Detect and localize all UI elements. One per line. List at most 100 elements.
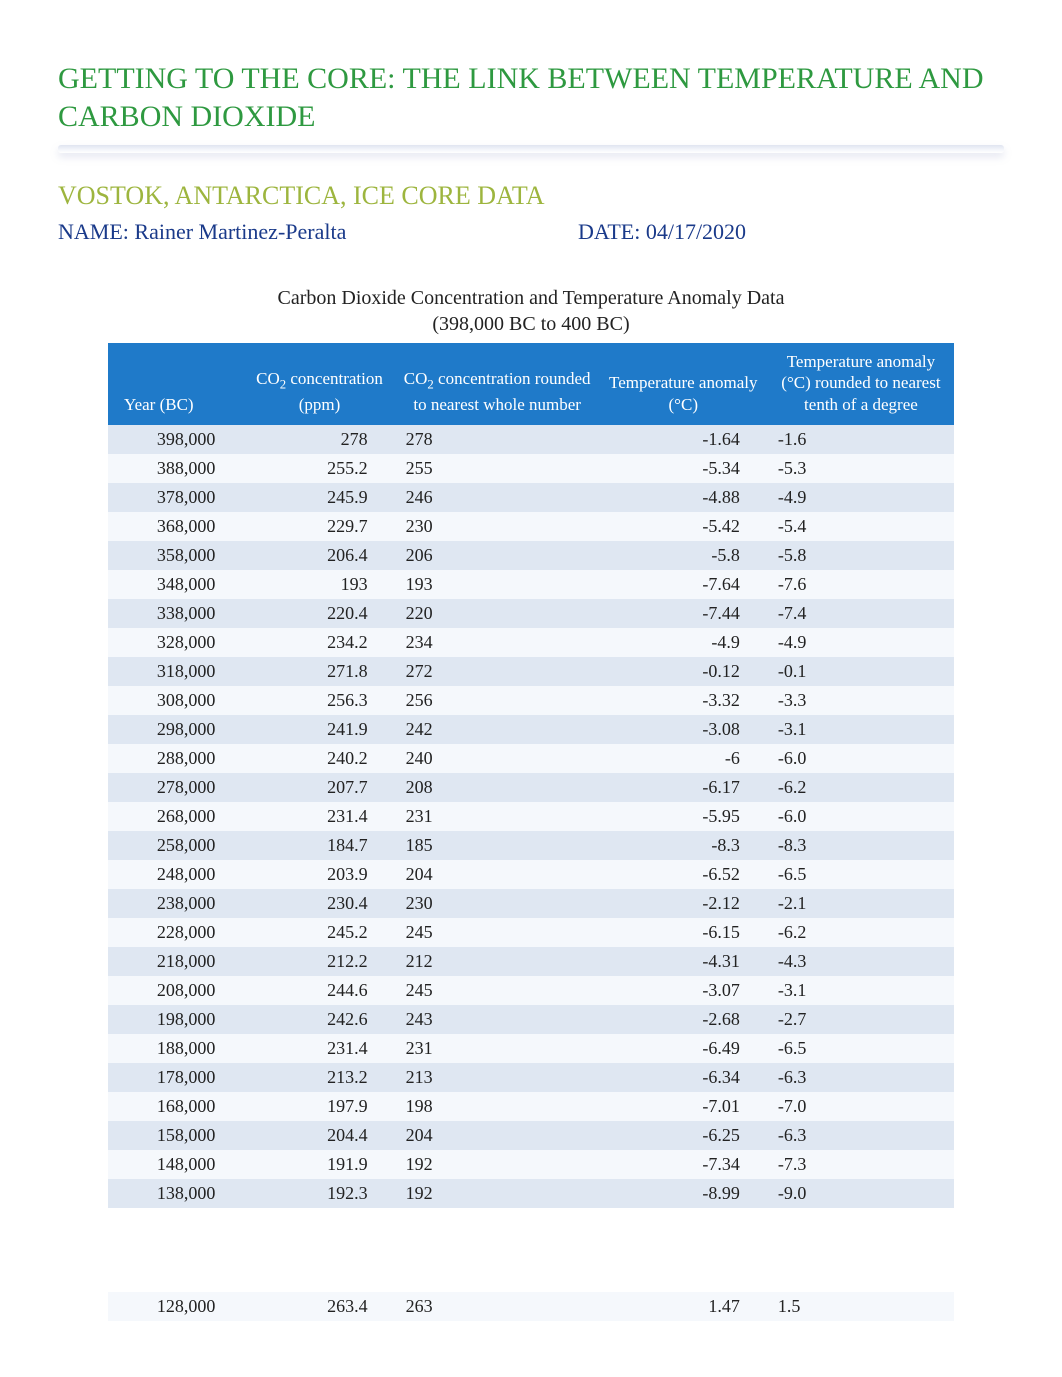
cell-year: 308,000 <box>108 686 243 715</box>
table-body: 398,000278278-1.64-1.6388,000255.2255-5.… <box>108 425 954 1321</box>
col-co2-post: concentration (ppm) <box>286 369 383 413</box>
cell-year: 368,000 <box>108 512 243 541</box>
cell-tempr: -3.3 <box>768 686 954 715</box>
cell-co2: 220.4 <box>243 599 395 628</box>
cell-temp: -5.95 <box>599 802 768 831</box>
main-title: GETTING TO THE CORE: THE LINK BETWEEN TE… <box>58 60 1004 135</box>
gap-cell <box>599 1208 768 1250</box>
table-row: 218,000212.2212-4.31-4.3 <box>108 947 954 976</box>
cell-temp: -2.68 <box>599 1005 768 1034</box>
cell-year: 388,000 <box>108 454 243 483</box>
cell-co2r: 204 <box>396 1121 599 1150</box>
cell-co2r: 193 <box>396 570 599 599</box>
cell-co2r: 231 <box>396 1034 599 1063</box>
cell-tempr: -6.3 <box>768 1063 954 1092</box>
cell-year: 348,000 <box>108 570 243 599</box>
cell-temp: -2.12 <box>599 889 768 918</box>
cell-temp: -6.25 <box>599 1121 768 1150</box>
cell-co2r: 242 <box>396 715 599 744</box>
col-temp-rounded: Temperature anomaly (°C) rounded to near… <box>768 343 954 425</box>
cell-co2r: 255 <box>396 454 599 483</box>
cell-co2r: 185 <box>396 831 599 860</box>
cell-tempr: -6.2 <box>768 773 954 802</box>
table-row: 228,000245.2245-6.15-6.2 <box>108 918 954 947</box>
cell-co2r: 192 <box>396 1150 599 1179</box>
cell-co2: 230.4 <box>243 889 395 918</box>
data-table: Year (BC) CO2 concentration (ppm) CO2 co… <box>108 343 954 1321</box>
cell-co2r: 192 <box>396 1179 599 1208</box>
meta-row: NAME: Rainer Martinez-Peralta DATE: 04/1… <box>58 219 1004 245</box>
cell-temp: -3.32 <box>599 686 768 715</box>
cell-co2r: 208 <box>396 773 599 802</box>
cell-co2r: 230 <box>396 889 599 918</box>
gap-cell <box>243 1208 395 1250</box>
date-field: DATE: 04/17/2020 <box>578 219 746 245</box>
cell-year: 328,000 <box>108 628 243 657</box>
table-row: 248,000203.9204-6.52-6.5 <box>108 860 954 889</box>
cell-year: 258,000 <box>108 831 243 860</box>
table-title-line2: (398,000 BC to 400 BC) <box>432 313 629 335</box>
cell-year: 398,000 <box>108 425 243 454</box>
cell-tempr: -7.6 <box>768 570 954 599</box>
gap-cell <box>768 1208 954 1250</box>
cell-tempr: -5.8 <box>768 541 954 570</box>
cell-co2: 184.7 <box>243 831 395 860</box>
cell-co2: 191.9 <box>243 1150 395 1179</box>
cell-co2: 234.2 <box>243 628 395 657</box>
cell-tempr: -7.0 <box>768 1092 954 1121</box>
table-gap-row <box>108 1250 954 1292</box>
table-row: 378,000245.9246-4.88-4.9 <box>108 483 954 512</box>
data-table-wrap: Year (BC) CO2 concentration (ppm) CO2 co… <box>108 343 954 1321</box>
cell-temp: -6.15 <box>599 918 768 947</box>
cell-co2: 197.9 <box>243 1092 395 1121</box>
cell-temp: -0.12 <box>599 657 768 686</box>
cell-co2r: 272 <box>396 657 599 686</box>
cell-co2r: 245 <box>396 976 599 1005</box>
cell-tempr: -6.0 <box>768 744 954 773</box>
table-row: 278,000207.7208-6.17-6.2 <box>108 773 954 802</box>
cell-co2: 193 <box>243 570 395 599</box>
cell-co2r: 213 <box>396 1063 599 1092</box>
cell-temp: -6.52 <box>599 860 768 889</box>
table-row: 198,000242.6243-2.68-2.7 <box>108 1005 954 1034</box>
cell-year: 248,000 <box>108 860 243 889</box>
cell-co2: 255.2 <box>243 454 395 483</box>
cell-tempr: -3.1 <box>768 715 954 744</box>
cell-tempr: -5.3 <box>768 454 954 483</box>
table-header: Year (BC) CO2 concentration (ppm) CO2 co… <box>108 343 954 425</box>
cell-co2r: 246 <box>396 483 599 512</box>
cell-co2r: 231 <box>396 802 599 831</box>
cell-co2: 206.4 <box>243 541 395 570</box>
gap-cell <box>768 1250 954 1292</box>
cell-year: 288,000 <box>108 744 243 773</box>
gap-cell <box>599 1250 768 1292</box>
cell-tempr: -7.3 <box>768 1150 954 1179</box>
table-row: 178,000213.2213-6.34-6.3 <box>108 1063 954 1092</box>
cell-tempr: -9.0 <box>768 1179 954 1208</box>
table-row: 328,000234.2234-4.9-4.9 <box>108 628 954 657</box>
table-row: 348,000193193-7.64-7.6 <box>108 570 954 599</box>
col-year: Year (BC) <box>108 343 243 425</box>
cell-tempr: -0.1 <box>768 657 954 686</box>
cell-co2: 212.2 <box>243 947 395 976</box>
table-row: 298,000241.9242-3.08-3.1 <box>108 715 954 744</box>
cell-year: 168,000 <box>108 1092 243 1121</box>
cell-co2: 229.7 <box>243 512 395 541</box>
cell-co2r: 245 <box>396 918 599 947</box>
cell-year: 178,000 <box>108 1063 243 1092</box>
table-row: 148,000191.9192-7.34-7.3 <box>108 1150 954 1179</box>
cell-co2: 242.6 <box>243 1005 395 1034</box>
cell-co2: 213.2 <box>243 1063 395 1092</box>
col-co2-pre: CO <box>256 369 280 388</box>
cell-temp: -7.01 <box>599 1092 768 1121</box>
cell-co2r: 230 <box>396 512 599 541</box>
cell-temp: -3.07 <box>599 976 768 1005</box>
table-row: 138,000192.3192-8.99-9.0 <box>108 1179 954 1208</box>
cell-year: 188,000 <box>108 1034 243 1063</box>
cell-co2: 203.9 <box>243 860 395 889</box>
cell-tempr: -5.4 <box>768 512 954 541</box>
cell-temp: -6.17 <box>599 773 768 802</box>
cell-temp: -4.31 <box>599 947 768 976</box>
document-page: GETTING TO THE CORE: THE LINK BETWEEN TE… <box>0 0 1062 1361</box>
cell-co2r: 198 <box>396 1092 599 1121</box>
